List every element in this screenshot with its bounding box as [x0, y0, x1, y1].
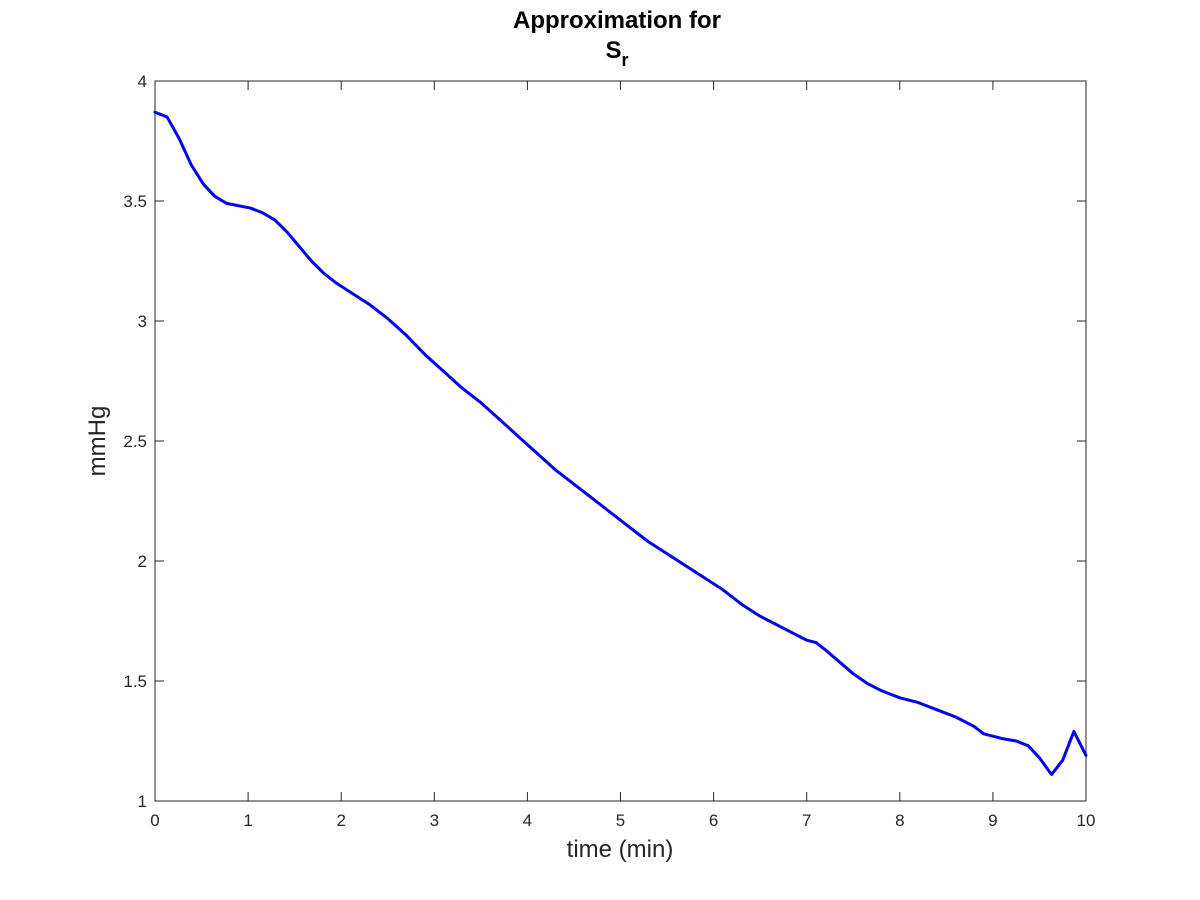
x-tick-label: 3 — [430, 811, 439, 830]
x-tick-label: 5 — [616, 811, 625, 830]
y-tick-labels: 1 1.5 2 2.5 3 3.5 4 — [123, 72, 147, 811]
x-tick-label: 6 — [709, 811, 718, 830]
axis-ticks — [154, 80, 1087, 802]
series-line — [153, 110, 1088, 777]
y-tick-label: 4 — [138, 72, 147, 91]
x-tick-label: 10 — [1077, 811, 1096, 830]
y-tick-label: 2 — [138, 552, 147, 571]
x-tick-label: 7 — [802, 811, 811, 830]
chart-title-subscript: r — [622, 50, 629, 70]
y-tick-label: 3 — [138, 312, 147, 331]
x-tick-label: 8 — [895, 811, 904, 830]
x-tick-label: 9 — [988, 811, 997, 830]
x-tick-label: 0 — [150, 811, 159, 830]
y-tick-label: 3.5 — [123, 192, 147, 211]
chart-title-line1: Approximation for — [513, 7, 721, 34]
x-tick-label: 1 — [243, 811, 252, 830]
y-tick-label: 1.5 — [123, 672, 147, 691]
y-axis-label: mmHg — [84, 406, 111, 477]
y-tick-label: 1 — [138, 792, 147, 811]
chart-title-symbol: S — [605, 37, 621, 64]
x-axis-label: time (min) — [567, 836, 674, 863]
y-tick-label: 2.5 — [123, 432, 147, 451]
x-tick-label: 2 — [336, 811, 345, 830]
x-tick-labels: 0 1 2 3 4 5 6 7 8 9 10 — [150, 811, 1095, 830]
chart-title-line2: Sr — [605, 37, 628, 70]
x-tick-label: 4 — [523, 811, 532, 830]
